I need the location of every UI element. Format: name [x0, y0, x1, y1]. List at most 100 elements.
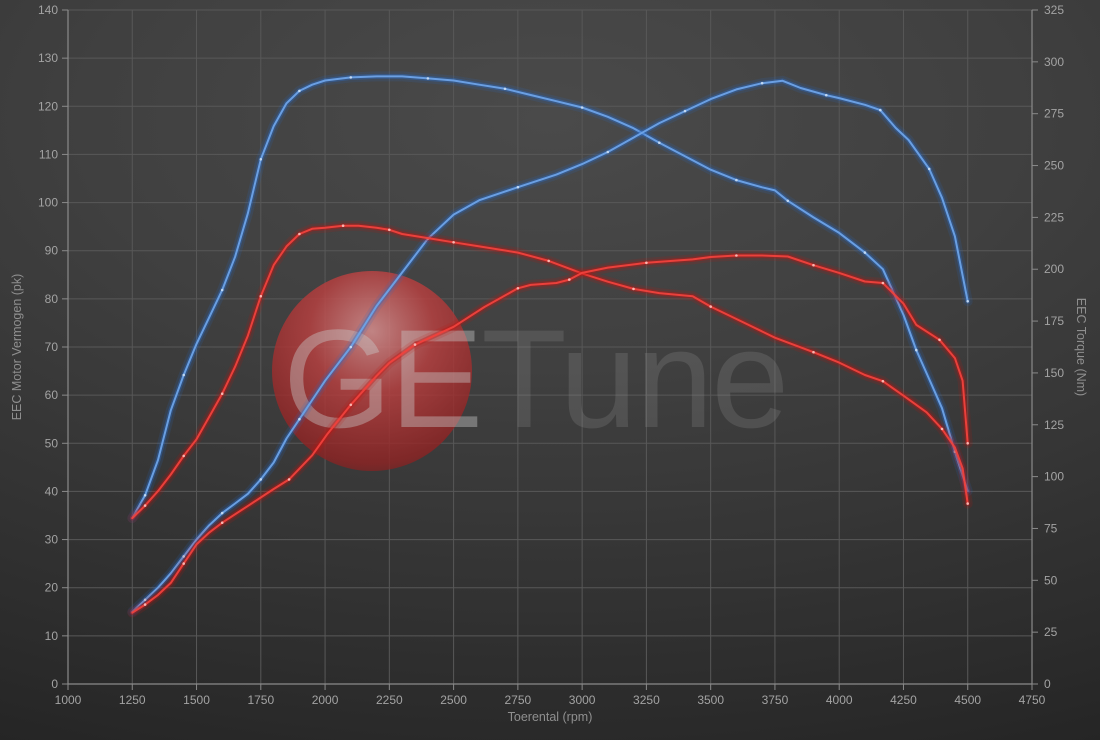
power-curve-blue-marker	[220, 511, 224, 515]
power-curve-red-marker	[735, 254, 738, 257]
torque-curve-blue-marker	[143, 494, 147, 497]
y-left-tick-label: 100	[38, 196, 58, 210]
watermark-text-secondary: Tune	[481, 300, 787, 457]
torque-curve-red-marker	[632, 287, 635, 291]
power-curve-red-marker	[220, 521, 224, 524]
x-tick-label: 3500	[697, 693, 724, 707]
x-tick-label: 1250	[119, 693, 146, 707]
y-right-tick-label: 75	[1044, 521, 1058, 535]
power-curve-red-marker	[812, 263, 815, 267]
curve-layer	[127, 71, 973, 618]
watermark-circle	[272, 271, 472, 471]
torque-curve-blue-marker	[503, 87, 507, 91]
x-tick-label: 4250	[890, 693, 917, 707]
power-curve-red-marker	[349, 403, 353, 407]
power-curve-blue-marker	[298, 417, 301, 421]
power-curve-blue-marker	[927, 167, 931, 171]
torque-curve-red-marker	[812, 350, 815, 354]
x-tick-label: 2000	[312, 693, 339, 707]
power-curve-red-marker	[516, 287, 520, 290]
watermark-text: GETune	[283, 300, 787, 457]
y-left-tick-label: 80	[45, 292, 59, 306]
torque-curve-red-marker	[388, 228, 391, 232]
power-curve-blue-marker	[516, 185, 520, 189]
torque-curve-blue-marker	[182, 373, 185, 377]
x-tick-label: 4500	[954, 693, 981, 707]
y-right-tick-label: 25	[1044, 625, 1058, 639]
y-left-tick-label: 30	[45, 533, 59, 547]
y-right-tick-label: 325	[1044, 3, 1064, 17]
y-right-tick-label: 225	[1044, 210, 1064, 224]
power-curve-blue-marker	[966, 300, 969, 303]
torque-curve-red-marker	[143, 504, 147, 507]
x-tick-label: 1500	[183, 693, 210, 707]
y-right-tick-label: 275	[1044, 107, 1064, 121]
power-curve-red	[131, 254, 969, 614]
power-curve-red-marker	[568, 278, 571, 281]
power-curve-blue-marker	[349, 345, 353, 349]
torque-curve-blue-marker	[220, 288, 224, 292]
torque-curve-red	[131, 224, 969, 520]
watermark: GETune	[272, 271, 789, 471]
y-right-tick-label: 0	[1044, 677, 1051, 691]
torque-curve-red-marker	[940, 427, 944, 431]
x-tick-label: 2500	[440, 693, 467, 707]
y-right-tick-label: 125	[1044, 418, 1064, 432]
power-curve-blue-marker	[259, 478, 263, 481]
torque-curve-blue-marker	[426, 77, 430, 80]
grid-layer: 0 10 20 30 40 50 60 70 80 90 100 110 120 130 140 0 25 50 7…	[38, 3, 1064, 707]
power-curve-red-marker	[881, 281, 885, 285]
watermark-text-primary: GE	[283, 300, 481, 457]
torque-curve-blue-marker	[298, 89, 301, 93]
power-curve-red-marker	[645, 261, 648, 265]
y-right-tick-label: 200	[1044, 262, 1064, 276]
y-left-tick-label: 130	[38, 51, 58, 65]
power-curve-red-marker	[287, 478, 291, 481]
torque-curve-blue-marker	[735, 178, 738, 182]
x-tick-label: 3250	[633, 693, 660, 707]
torque-curve-blue-marker	[915, 348, 918, 352]
y-left-tick-label: 10	[45, 629, 59, 643]
y-left-tick-label: 0	[51, 677, 58, 691]
x-tick-label: 2750	[505, 693, 532, 707]
y-left-tick-label: 60	[45, 388, 59, 402]
power-curve-red-marker	[966, 442, 969, 445]
torque-curve-red-marker	[881, 379, 885, 383]
y-right-tick-label: 50	[1044, 573, 1058, 587]
y-left-tick-label: 20	[45, 581, 59, 595]
power-curve-red-marker	[413, 343, 417, 346]
power-curve-blue-marker	[143, 598, 147, 602]
x-tick-label: 3000	[569, 693, 596, 707]
y-left-tick-label: 90	[45, 244, 59, 258]
torque-curve-blue-marker	[863, 251, 867, 254]
torque-curve-red-marker	[966, 502, 969, 505]
y-left-tick-label: 110	[39, 147, 58, 161]
power-curve-blue-marker	[182, 555, 185, 558]
y-right-axis-title: EEC Torque (Nm)	[1074, 298, 1088, 396]
y-right-tick-label: 100	[1044, 470, 1064, 484]
torque-curve-red-marker	[259, 294, 263, 298]
y-left-tick-label: 70	[45, 340, 59, 354]
y-left-axis-title: EEC Motor Vermogen (pk)	[10, 274, 24, 421]
power-curve-blue	[131, 79, 969, 613]
x-tick-label: 1000	[55, 693, 82, 707]
torque-curve-blue-marker	[786, 199, 790, 203]
y-right-tick-label: 300	[1044, 55, 1064, 69]
torque-curve-red-marker	[341, 224, 345, 227]
y-right-tick-label: 150	[1044, 366, 1064, 380]
x-tick-label: 4000	[826, 693, 853, 707]
power-curve-blue-marker	[825, 93, 828, 97]
torque-curve-red-marker	[220, 392, 224, 396]
x-tick-label: 2250	[376, 693, 403, 707]
x-tick-label: 1750	[247, 693, 274, 707]
y-left-tick-label: 120	[38, 99, 58, 113]
torque-curve-blue-marker	[349, 76, 353, 79]
power-curve-blue-marker	[879, 108, 882, 112]
x-tick-label: 4750	[1019, 693, 1046, 707]
power-curve-blue-marker	[760, 81, 764, 85]
torque-curve-blue-marker	[259, 158, 263, 161]
torque-curve-red-marker	[547, 259, 550, 263]
y-left-tick-label: 50	[45, 436, 59, 450]
